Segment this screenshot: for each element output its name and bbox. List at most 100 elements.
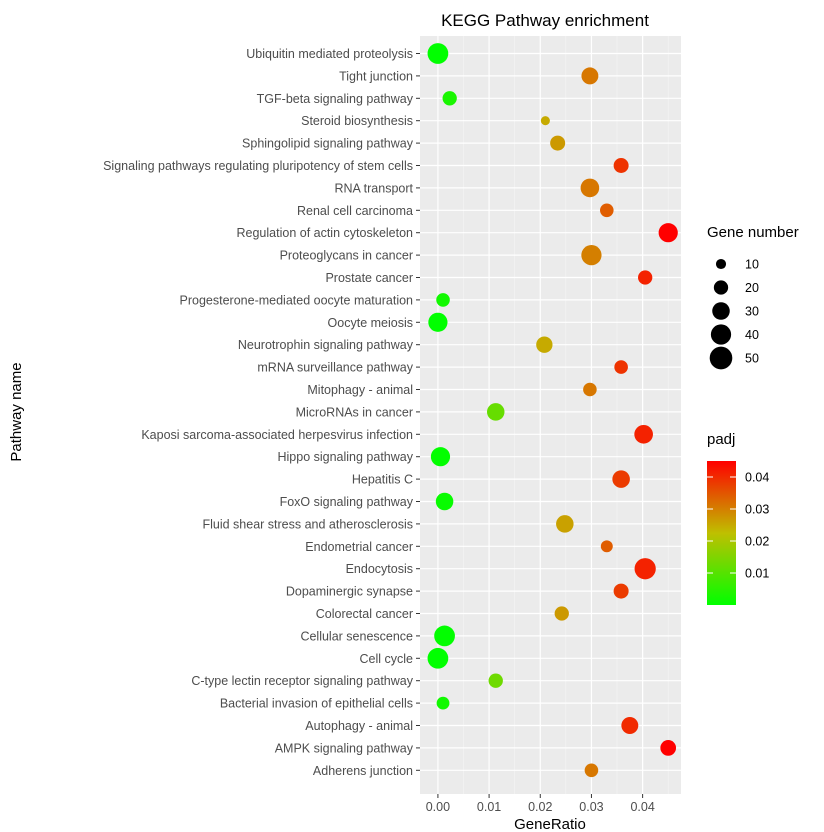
size-legend-label: 30 [745, 305, 759, 319]
y-tick-label: Renal cell carcinoma [297, 204, 413, 218]
point-colorectal-cancer [554, 606, 569, 621]
point-adherens-junction [584, 763, 599, 778]
color-legend: padj 0.01 0.02 0.03 0.04 [707, 431, 769, 605]
point-cellular-senescence [434, 625, 455, 647]
y-tick-label: Sphingolipid signaling pathway [242, 137, 414, 151]
y-axis-title: Pathway name [8, 362, 25, 461]
y-tick-label: Autophagy - animal [305, 719, 413, 733]
chart-title: KEGG Pathway enrichment [441, 11, 649, 30]
y-tick-label: Mitophagy - animal [307, 383, 413, 397]
y-tick-label: Fluid shear stress and atherosclerosis [202, 517, 413, 531]
point-endometrial-cancer [600, 540, 613, 553]
point-dopaminergic-synapse [613, 583, 629, 599]
size-legend-dot [709, 346, 733, 370]
y-tick-label: Signaling pathways regulating pluripoten… [103, 159, 413, 173]
y-tick-label: Hepatitis C [352, 473, 413, 487]
point-hippo-signaling-pathway [430, 447, 451, 467]
point-c-type-lectin-receptor-signaling-pathway [488, 673, 503, 688]
y-axis-ticks: Ubiquitin mediated proteolysis Tight junc… [103, 47, 420, 778]
color-legend-title: padj [707, 431, 735, 448]
size-legend-label: 40 [745, 328, 759, 342]
y-tick-label: mRNA surveillance pathway [257, 361, 413, 375]
size-legend-label: 50 [745, 352, 759, 366]
y-tick-label: Proteoglycans in cancer [280, 249, 413, 263]
color-legend-label: 0.02 [745, 535, 769, 549]
point-micrornas-in-cancer [486, 403, 505, 421]
color-legend-label: 0.03 [745, 503, 769, 517]
y-tick-label: Colorectal cancer [316, 607, 413, 621]
point-endocytosis [634, 558, 656, 580]
point-tight-junction [581, 67, 599, 85]
size-legend-dot [710, 324, 732, 345]
size-legend-items: 10 20 30 40 50 [709, 258, 759, 370]
x-tick-label: 0.00 [426, 800, 450, 814]
y-tick-label: C-type lectin receptor signaling pathway [191, 674, 413, 688]
point-proteoglycans-in-cancer [581, 244, 602, 266]
point-signaling-pathways-regulating-pluripotency-of-stem-cells [613, 157, 629, 174]
y-tick-label: Endometrial cancer [305, 540, 413, 554]
point-ubiquitin-mediated-proteolysis [427, 43, 449, 64]
y-tick-label: Adherens junction [313, 764, 413, 778]
size-legend-dot [712, 302, 730, 320]
y-tick-label: Oocyte meiosis [328, 316, 413, 330]
color-legend-label: 0.01 [745, 567, 769, 581]
point-prostate-cancer [638, 270, 653, 285]
y-tick-label: Tight junction [339, 69, 413, 83]
y-tick-label: Bacterial invasion of epithelial cells [220, 697, 413, 711]
x-tick-label: 0.01 [477, 800, 501, 814]
y-tick-label: Hippo signaling pathway [277, 450, 413, 464]
point-regulation-of-actin-cytoskeleton [658, 223, 678, 243]
y-tick-label: Kaposi sarcoma-associated herpesvirus in… [141, 428, 413, 442]
size-legend-label: 20 [745, 281, 759, 295]
point-tgf-beta-signaling-pathway [442, 91, 457, 106]
color-legend-bar [707, 461, 736, 605]
size-legend-label: 10 [745, 258, 759, 272]
y-tick-label: FoxO signaling pathway [280, 495, 414, 509]
y-tick-label: Prostate cancer [325, 271, 413, 285]
x-tick-label: 0.03 [579, 800, 603, 814]
y-tick-label: AMPK signaling pathway [275, 741, 414, 755]
grid-major [420, 36, 681, 794]
point-foxo-signaling-pathway [435, 492, 454, 511]
point-neurotrophin-signaling-pathway [536, 336, 553, 353]
point-rna-transport [580, 178, 600, 198]
size-legend: Gene number 10 20 30 40 50 [707, 224, 799, 370]
y-tick-label: Endocytosis [346, 562, 413, 576]
y-tick-label: Dopaminergic synapse [286, 585, 413, 599]
y-tick-label: Steroid biosynthesis [301, 114, 413, 128]
point-fluid-shear-stress-and-atherosclerosis [556, 515, 574, 533]
point-sphingolipid-signaling-pathway [550, 135, 566, 151]
point-ampk-signaling-pathway [660, 740, 677, 756]
point-autophagy-animal [621, 717, 639, 734]
point-hepatitis-c [612, 470, 630, 488]
size-legend-title: Gene number [707, 224, 799, 241]
y-tick-label: TGF-beta signaling pathway [257, 92, 414, 106]
y-tick-label: Cellular senescence [300, 629, 413, 643]
x-axis-title: GeneRatio [514, 816, 586, 832]
color-legend-label: 0.04 [745, 471, 769, 485]
size-legend-dot [715, 258, 727, 270]
point-bacterial-invasion-of-epithelial-cells [436, 696, 450, 710]
x-tick-label: 0.04 [630, 800, 654, 814]
point-kaposi-sarcoma-associated-herpesvirus-infection [634, 424, 653, 444]
point-mitophagy-animal [583, 382, 597, 397]
point-steroid-biosynthesis [540, 116, 550, 126]
y-tick-label: Ubiquitin mediated proteolysis [246, 47, 413, 61]
y-tick-label: RNA transport [334, 181, 413, 195]
x-axis-ticks: 0.00 0.01 0.02 0.03 0.04 [426, 794, 655, 814]
size-legend-dot [713, 280, 729, 295]
y-tick-label: Regulation of actin cytoskeleton [237, 226, 414, 240]
point-oocyte-meiosis [428, 312, 448, 332]
point-renal-cell-carcinoma [600, 203, 614, 218]
y-tick-label: Progesterone-mediated oocyte maturation [180, 293, 414, 307]
color-legend-ticks: 0.01 0.02 0.03 0.04 [707, 471, 769, 581]
point-mrna-surveillance-pathway [614, 360, 628, 374]
y-tick-label: MicroRNAs in cancer [296, 405, 413, 419]
data-points [427, 43, 678, 778]
y-tick-label: Neurotrophin signaling pathway [238, 338, 414, 352]
y-tick-label: Cell cycle [360, 652, 414, 666]
x-tick-label: 0.02 [528, 800, 552, 814]
point-progesterone-mediated-oocyte-maturation [436, 293, 450, 307]
point-cell-cycle [427, 647, 449, 669]
